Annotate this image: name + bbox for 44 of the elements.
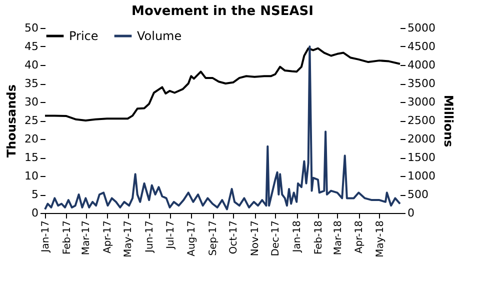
y-tick-label: 25 bbox=[24, 114, 38, 127]
x-tick-label: Jan-17 bbox=[40, 220, 52, 254]
x-tick-label: Mar-17 bbox=[81, 220, 92, 256]
y-tick-label: 20 bbox=[24, 132, 38, 146]
y2-tick-label: 4500 bbox=[408, 40, 436, 53]
x-tick-label: Aug-17 bbox=[186, 220, 198, 256]
x-tick-label: Jun-17 bbox=[144, 220, 156, 254]
chart-title: Movement in the NSEASI bbox=[132, 4, 314, 19]
y-tick-label: 50 bbox=[24, 22, 38, 34]
y-tick-label: 45 bbox=[24, 40, 38, 53]
x-tick-label: Feb-18 bbox=[313, 220, 324, 255]
legend-label: Price bbox=[69, 29, 98, 43]
y2-tick-label: 5000 bbox=[408, 22, 436, 34]
x-tick-label: Jan-18 bbox=[292, 220, 304, 254]
x-tick-label: Sep-17 bbox=[208, 220, 220, 256]
y-axis-title: Thousands bbox=[4, 84, 19, 158]
y2-tick-label: 1000 bbox=[408, 170, 436, 182]
x-tick-label: Mar-18 bbox=[332, 220, 344, 256]
x-tick-label: Jul-17 bbox=[165, 220, 176, 250]
x-tick-label: Dec-17 bbox=[270, 220, 282, 256]
y2-tick-label: 2000 bbox=[408, 132, 436, 146]
y-tick-label: 0 bbox=[32, 206, 38, 220]
y2-tick-label: 2500 bbox=[408, 114, 436, 127]
y2-tick-label: 4000 bbox=[408, 58, 436, 72]
y-tick-label: 5 bbox=[32, 188, 38, 201]
y2-axis-title: Millions bbox=[441, 94, 456, 148]
x-tick-label: Apr-18 bbox=[354, 220, 366, 254]
legend-label: Volume bbox=[137, 29, 182, 43]
x-tick-label: Nov-17 bbox=[250, 220, 262, 256]
y-tick-label: 35 bbox=[24, 77, 38, 90]
y2-tick-label: 1500 bbox=[408, 151, 436, 164]
y2-tick-label: 3000 bbox=[408, 96, 436, 108]
y-tick-label: 40 bbox=[24, 58, 38, 72]
x-tick-label: Feb-17 bbox=[62, 220, 73, 255]
y2-tick-label: 500 bbox=[408, 188, 428, 201]
x-tick-label: Oct-17 bbox=[228, 220, 240, 254]
y-tick-label: 10 bbox=[24, 170, 38, 182]
x-tick-label: May-17 bbox=[123, 220, 134, 258]
y-tick-label: 15 bbox=[24, 151, 38, 164]
y2-tick-label: 3500 bbox=[408, 77, 436, 90]
y2-tick-label: 0 bbox=[408, 206, 414, 220]
y-tick-label: 30 bbox=[24, 96, 38, 108]
x-tick-label: Apr-17 bbox=[102, 220, 114, 254]
x-tick-label: May-18 bbox=[374, 220, 386, 258]
